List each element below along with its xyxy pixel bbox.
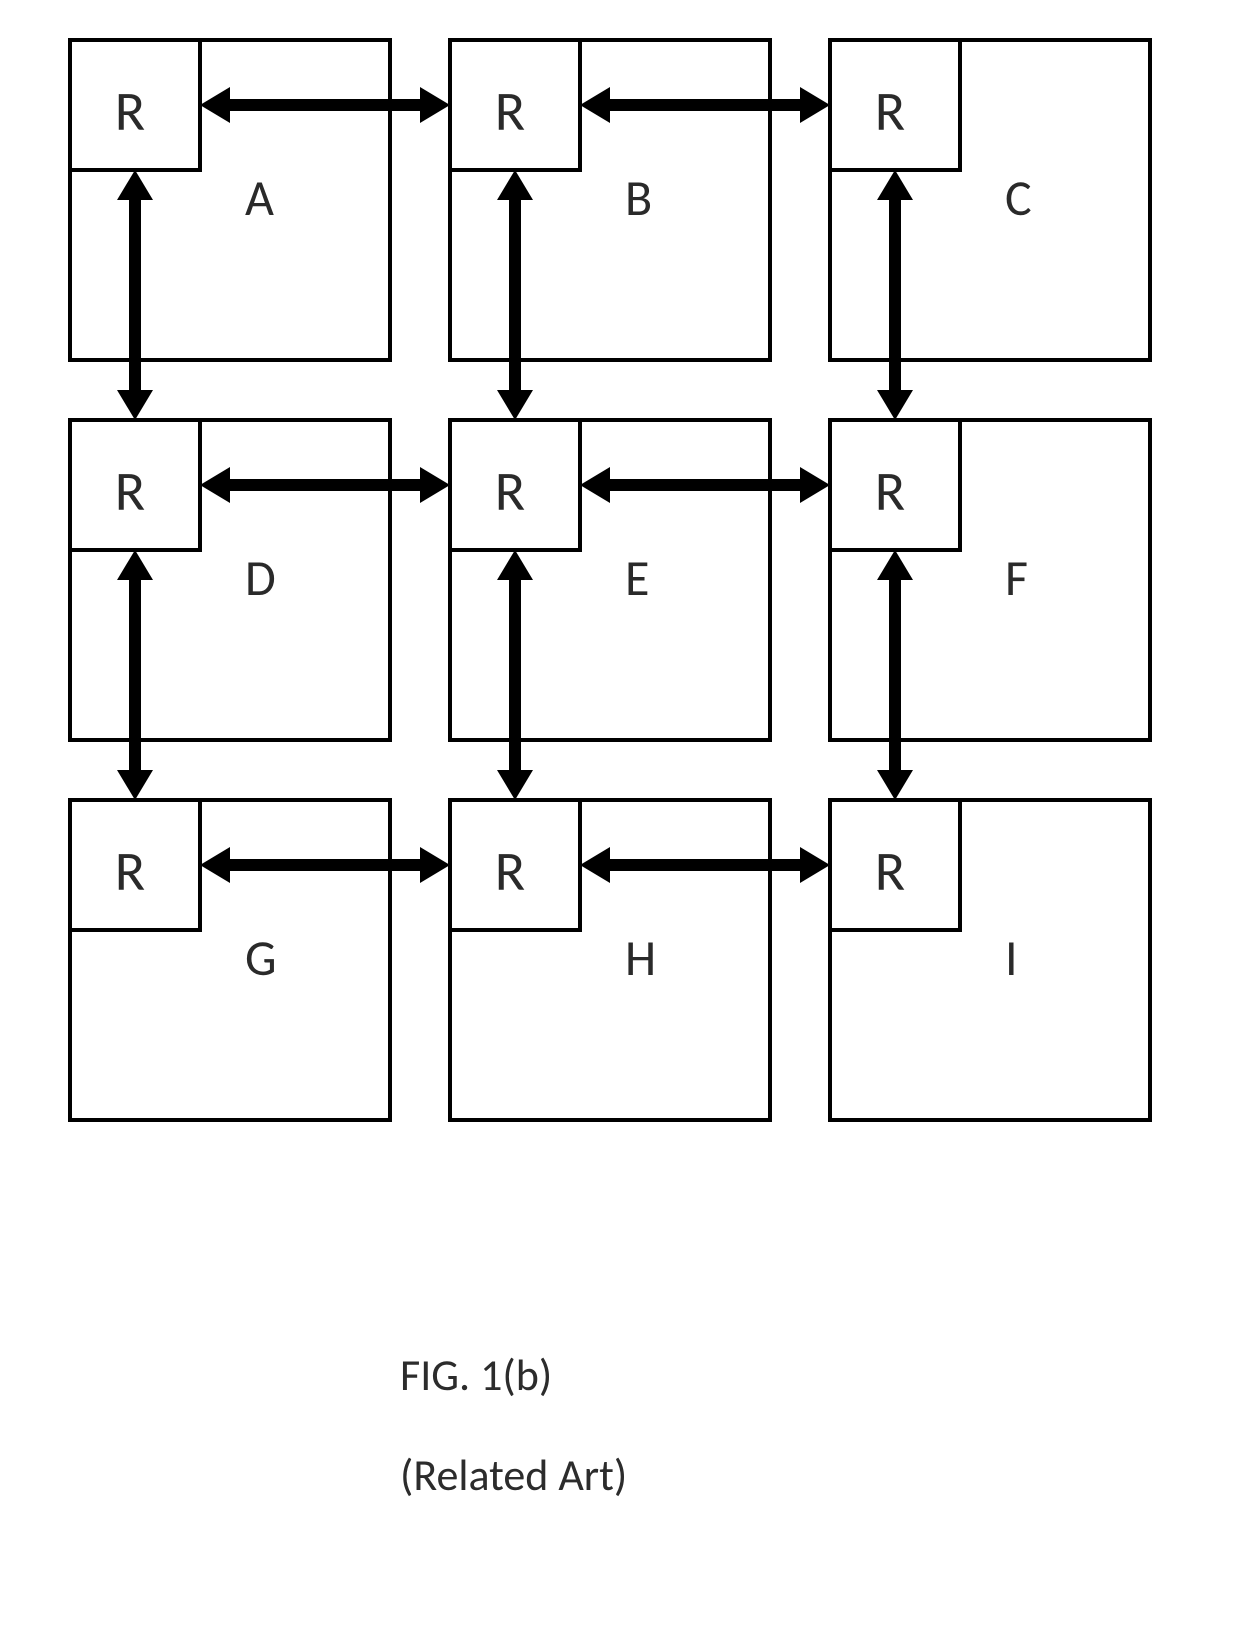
router-label-i: R [875,838,905,906]
router-label-f: R [875,458,905,526]
tile-label-c: C [1005,168,1032,229]
tile-label-i: I [1005,928,1018,989]
router-label-d: R [115,458,145,526]
router-label-b: R [495,78,525,146]
tile-label-b: B [625,168,652,229]
tile-label-h: H [625,928,656,989]
figure-caption-line2: (Related Art) [400,1448,627,1502]
figure-caption-line1: FIG. 1(b) [400,1348,552,1402]
tile-label-d: D [245,548,276,609]
tile-label-a: A [245,168,274,229]
router-label-c: R [875,78,905,146]
tile-label-e: E [625,548,649,609]
router-label-a: R [115,78,145,146]
router-label-g: R [115,838,145,906]
router-label-h: R [495,838,525,906]
tile-label-f: F [1005,548,1028,609]
figure-canvas: R A R B R C R D R E R F R G R H R I FIG. 1(b) (Related Art) [0,0,1240,1634]
router-label-e: R [495,458,525,526]
tile-label-g: G [245,928,277,989]
